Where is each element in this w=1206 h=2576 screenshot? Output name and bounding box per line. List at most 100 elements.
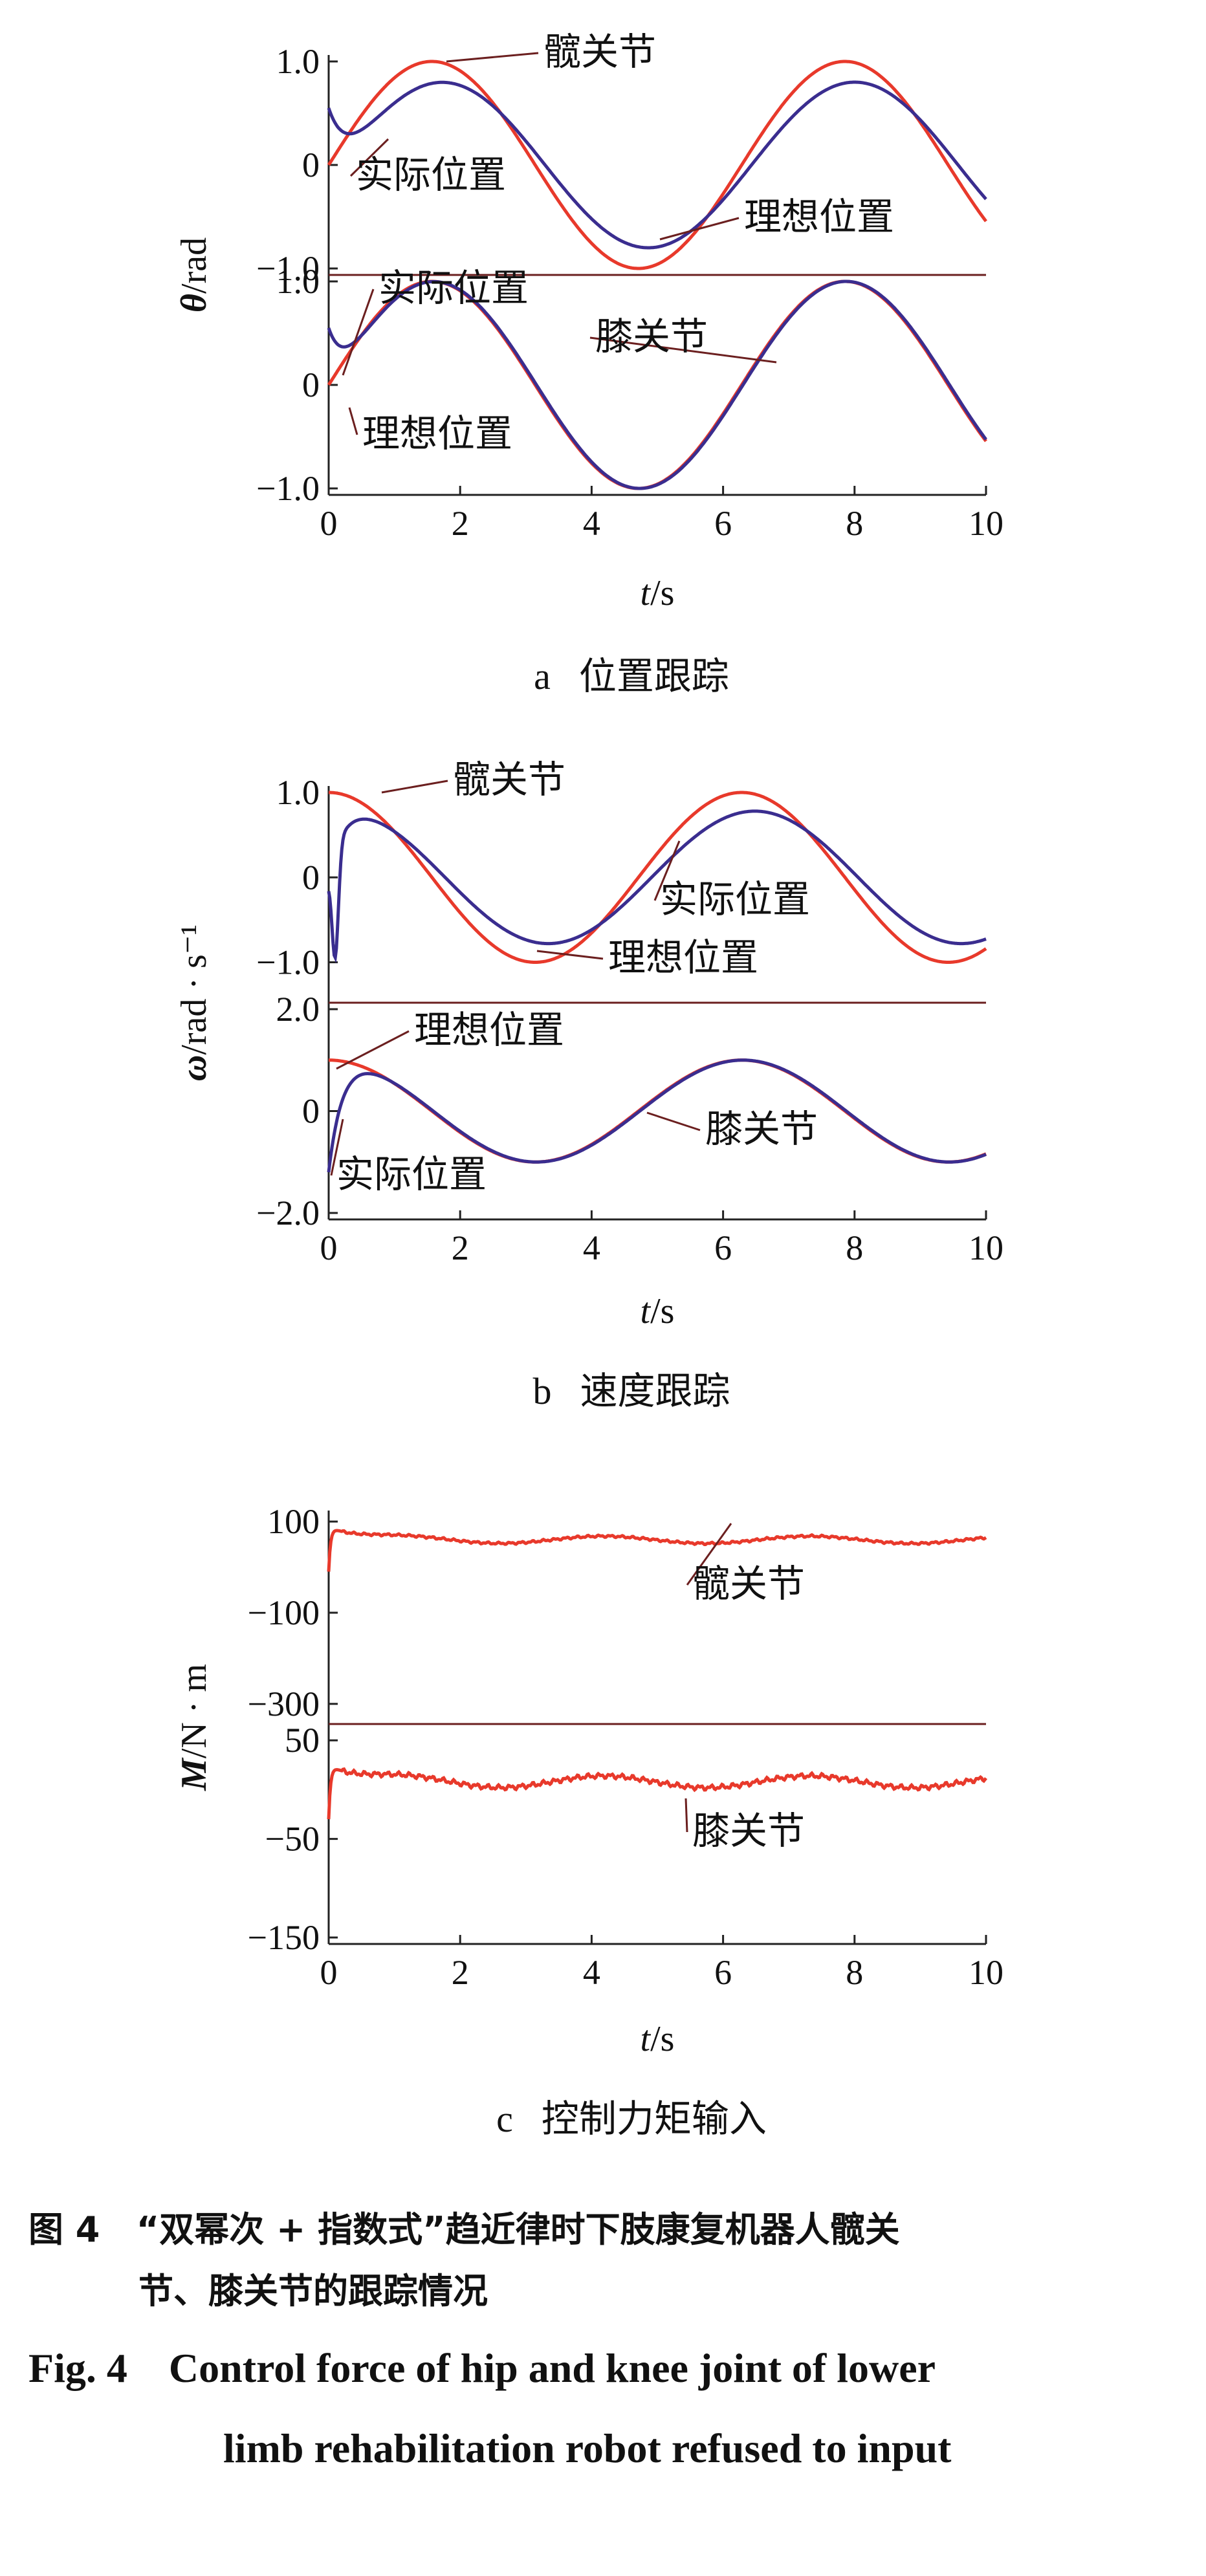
series-label-ideal-b-0: 理想位置: [608, 935, 758, 979]
figure-caption-en-line2: limb rehabilitation robot refused to inp…: [223, 2425, 952, 2471]
y-tick-label-c-1: −150: [248, 1918, 320, 1957]
panel-caption-letter: b: [532, 1370, 551, 1412]
joint-label-a-1: 膝关节: [595, 314, 708, 358]
y-tick-label-b-1: −2.0: [256, 1194, 320, 1232]
series-label-actual-b-1: 实际位置: [336, 1152, 487, 1196]
y-tick-label-a-1: 1.0: [276, 262, 320, 301]
y-tick-label-c-0: 100: [267, 1502, 320, 1541]
y-tick-label-b-0: 0: [302, 858, 320, 897]
panel-caption-text: 速度跟踪: [580, 1369, 730, 1413]
y-tick-label-a-1: −1.0: [256, 469, 320, 508]
x-axis-symbol: t: [641, 573, 652, 613]
joint-label-a-0: 髋关节: [543, 30, 656, 74]
x-axis-unit: /s: [650, 2019, 674, 2059]
x-tick-label-a: 0: [320, 504, 338, 543]
y-tick-label-b-0: −1.0: [256, 943, 320, 982]
panel-caption-a: a 位置跟踪: [534, 654, 729, 698]
series-label-actual-a-1: 实际位置: [378, 266, 529, 310]
x-axis-unit: /s: [650, 1291, 674, 1331]
y-tick-label-b-1: 0: [302, 1092, 320, 1131]
x-tick-label-b: 0: [320, 1228, 338, 1267]
panel-caption-letter: c: [496, 2098, 513, 2140]
y-tick-label-c-0: −300: [248, 1685, 320, 1723]
x-axis-unit: /s: [650, 573, 674, 613]
joint-label-c-1: 膝关节: [692, 1809, 805, 1853]
series-leader-ideal-a-0: [659, 217, 740, 241]
panel-caption-b: b 速度跟踪: [532, 1369, 730, 1413]
series-line-ideal-a-1: [327, 279, 987, 490]
x-axis-symbol: t: [641, 1291, 652, 1331]
series-leader-ideal-b-0: [536, 950, 604, 960]
x-tick-label-a: 4: [583, 504, 600, 543]
y-tick-label-a-0: −1.0: [256, 249, 320, 288]
x-tick-label-b: 6: [714, 1228, 732, 1267]
x-tick-label-b: 8: [846, 1228, 863, 1267]
series-line-ideal-c-1: [327, 1767, 988, 1820]
joint-leader-c-1: [685, 1798, 688, 1833]
y-axis-unit: /rad: [174, 237, 214, 294]
x-tick-label-a: 6: [714, 504, 732, 543]
series-line-ideal-a-0: [327, 60, 987, 270]
x-tick-label-c: 4: [583, 1953, 600, 1992]
x-tick-label-b: 10: [969, 1228, 1003, 1267]
y-tick-label-a-0: 0: [302, 146, 320, 184]
series-leader-actual-a-1: [342, 289, 375, 376]
panel-caption-text: 控制力矩输入: [542, 2097, 767, 2141]
y-axis-title-c: M/N · m: [174, 1664, 214, 1791]
y-axis-symbol: θ: [174, 294, 214, 312]
joint-label-b-1: 膝关节: [705, 1107, 818, 1151]
series-leader-ideal-a-1: [348, 407, 358, 435]
figure-caption-en-line1: Fig. 4 Control force of hip and knee joi…: [28, 2345, 936, 2391]
y-tick-label-a-0: 1.0: [276, 42, 320, 81]
y-axis-unit: /rad · s⁻¹: [174, 924, 214, 1055]
y-tick-label-c-0: −100: [248, 1593, 320, 1632]
y-tick-label-a-1: 0: [302, 366, 320, 404]
x-axis-title-a: t/s: [641, 573, 675, 613]
y-axis-symbol: ω: [174, 1055, 214, 1082]
series-label-ideal-b-1: 理想位置: [414, 1008, 564, 1052]
y-tick-label-c-1: 50: [285, 1721, 320, 1760]
x-tick-label-b: 2: [452, 1228, 469, 1267]
y-tick-label-c-1: −50: [265, 1820, 320, 1859]
x-tick-label-a: 8: [846, 504, 863, 543]
x-axis-symbol: t: [641, 2019, 652, 2059]
x-axis-title-c: t/s: [641, 2019, 675, 2059]
series-leader-actual-a-0: [349, 138, 389, 177]
x-tick-label-c: 6: [714, 1953, 732, 1992]
joint-label-b-0: 髋关节: [453, 758, 565, 802]
x-tick-label-c: 0: [320, 1953, 338, 1992]
panel-caption-c: c 控制力矩输入: [496, 2097, 767, 2141]
series-line-actual-a-0: [327, 80, 987, 250]
series-line-ideal-b-1: [329, 1058, 987, 1164]
series-label-actual-a-0: 实际位置: [356, 153, 506, 197]
series-leader-ideal-b-1: [336, 1030, 410, 1070]
x-tick-label-a: 2: [452, 504, 469, 543]
y-axis-unit: /N · m: [174, 1664, 214, 1758]
series-line-actual-a-1: [327, 279, 987, 490]
joint-leader-c-0: [686, 1523, 732, 1586]
figure-caption-cn-line2: 节、膝关节的跟踪情况: [138, 2271, 488, 2311]
x-tick-label-b: 4: [583, 1228, 600, 1267]
series-label-ideal-a-0: 理想位置: [744, 195, 894, 239]
panel-caption-text: 位置跟踪: [579, 654, 729, 698]
y-axis-title-b: ω/rad · s⁻¹: [174, 924, 214, 1081]
series-label-ideal-a-1: 理想位置: [362, 411, 512, 455]
x-axis-title-b: t/s: [641, 1291, 675, 1331]
panel-caption-letter: a: [534, 655, 551, 697]
joint-leader-b-0: [381, 780, 448, 794]
series-line-ideal-c-0: [327, 1529, 987, 1572]
y-tick-label-b-0: 1.0: [276, 773, 320, 812]
series-line-ideal-b-0: [329, 791, 987, 964]
joint-label-c-0: 髋关节: [692, 1562, 805, 1606]
series-line-actual-b-1: [327, 1058, 987, 1173]
y-tick-label-b-1: 2.0: [276, 990, 320, 1029]
y-axis-title-a: θ/rad: [174, 237, 214, 312]
y-axis-symbol: M: [174, 1757, 214, 1791]
x-tick-label-c: 2: [452, 1953, 469, 1992]
x-tick-label-a: 10: [969, 504, 1003, 543]
x-tick-label-c: 8: [846, 1953, 863, 1992]
series-label-actual-b-0: 实际位置: [660, 877, 810, 921]
joint-leader-b-1: [646, 1111, 701, 1131]
joint-leader-a-1: [589, 336, 777, 364]
